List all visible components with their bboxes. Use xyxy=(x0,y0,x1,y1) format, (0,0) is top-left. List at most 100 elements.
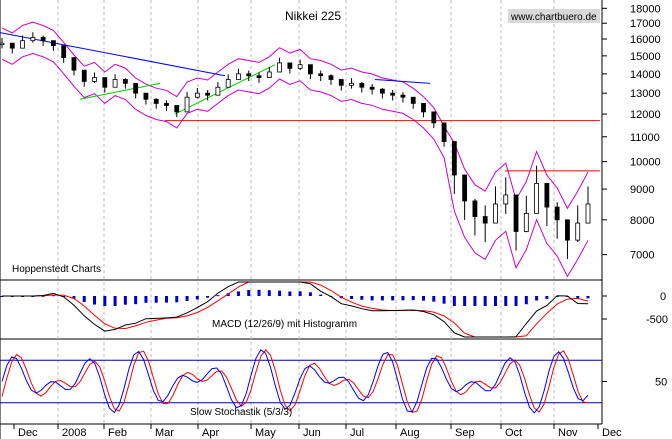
price-candle xyxy=(194,92,200,98)
x-tick-label: Apr xyxy=(202,427,219,439)
macd-histogram-bar xyxy=(514,296,518,306)
macd-histogram-bar xyxy=(206,296,210,298)
price-candle xyxy=(565,219,570,241)
price-candle xyxy=(441,122,447,142)
price-candle xyxy=(277,62,282,73)
price-candle xyxy=(81,69,87,82)
price-candle xyxy=(40,37,46,42)
price-candle xyxy=(112,79,118,88)
macd-histogram-bar xyxy=(483,296,487,306)
macd-panel xyxy=(0,281,590,338)
macd-histogram-bar xyxy=(432,296,436,302)
x-tick-label: Nov xyxy=(558,427,578,439)
panel-frames xyxy=(0,0,603,439)
price-candle xyxy=(215,86,221,96)
price-candle xyxy=(585,203,591,224)
price-candle xyxy=(318,73,324,77)
chart-title: Nikkei 225 xyxy=(285,9,341,23)
macd-histogram-bar xyxy=(576,296,580,299)
price-candle xyxy=(184,96,190,113)
macd-histogram-bar xyxy=(247,290,251,296)
price-candle xyxy=(523,212,529,232)
price-candle xyxy=(503,194,509,205)
macd-histogram-bar xyxy=(411,296,415,301)
price-candle xyxy=(451,141,457,176)
macd-label: MACD (12/26/9) mit Histogramm xyxy=(212,319,357,330)
macd-histogram-bar xyxy=(236,291,240,296)
price-candle xyxy=(297,64,303,69)
price-candle xyxy=(369,86,375,90)
price-candle xyxy=(246,73,252,77)
stochastic-k-line xyxy=(1,349,589,414)
macd-histogram-bar xyxy=(195,296,199,300)
green-trend-line xyxy=(174,64,276,115)
upper-band-line xyxy=(1,21,589,210)
y-tick-label: 12000 xyxy=(630,109,661,121)
macd-histogram-bar xyxy=(134,296,138,305)
macd-histogram-bar xyxy=(113,296,117,306)
macd-histogram-bar xyxy=(298,291,302,296)
macd-histogram-bar xyxy=(103,296,107,306)
stochastic-d-line xyxy=(1,349,589,413)
x-tick-label: Dec xyxy=(602,427,622,439)
green-trend-line xyxy=(79,82,161,100)
source-label: www.chartbuero.de xyxy=(510,12,597,23)
price-candle xyxy=(51,40,56,47)
x-tick-label: Dec xyxy=(18,427,38,439)
x-axis-ticks: Dec 2008 Feb Mar Apr May Jun Jul Aug Sep Oct Nov Dec xyxy=(13,424,622,439)
macd-histogram-bar xyxy=(185,296,189,302)
macd-histogram-bar xyxy=(41,295,45,297)
price-candle xyxy=(328,75,334,80)
y-tick-label: 50 xyxy=(655,377,667,389)
y-tick-label: 0 xyxy=(660,291,666,303)
price-candle xyxy=(482,216,488,224)
price-candle xyxy=(133,82,139,94)
y-tick-label: 16000 xyxy=(630,34,661,46)
price-candle xyxy=(421,103,426,113)
price-candle xyxy=(338,79,344,86)
price-candle xyxy=(0,42,5,46)
month-gridlines xyxy=(57,0,555,424)
price-candle xyxy=(462,174,468,202)
x-tick-label: 2008 xyxy=(62,427,86,439)
x-tick-label: Mar xyxy=(155,427,174,439)
price-candle xyxy=(554,206,560,221)
macd-histogram-bar xyxy=(493,296,497,306)
price-candle xyxy=(164,103,169,106)
lower-band-line xyxy=(1,52,589,278)
price-candle xyxy=(174,105,180,113)
macd-histogram-bar xyxy=(72,296,76,299)
price-candle xyxy=(308,64,313,75)
price-candle xyxy=(379,88,385,94)
y-tick-label: 10000 xyxy=(630,157,661,169)
macd-histogram-bar xyxy=(370,296,374,301)
macd-histogram-bar xyxy=(257,289,261,296)
macd-histogram-bar xyxy=(350,296,354,299)
price-candle xyxy=(575,222,581,241)
y-tick-label: -500 xyxy=(646,314,668,326)
macd-histogram-bar xyxy=(226,293,230,296)
macd-histogram-bar xyxy=(31,296,35,297)
price-candle xyxy=(287,62,293,69)
credit-label: Hoppenstedt Charts xyxy=(12,264,101,275)
macd-histogram-bar xyxy=(473,296,477,306)
x-tick-label: May xyxy=(255,427,276,439)
y-tick-label: 7000 xyxy=(630,250,654,262)
price-candle xyxy=(71,57,77,71)
stochastic-panel xyxy=(0,349,602,414)
y-tick-label: 14000 xyxy=(630,69,661,81)
macd-histogram-bar xyxy=(164,296,168,303)
price-candle xyxy=(493,203,498,224)
price-candle xyxy=(472,200,478,217)
macd-histogram-bar xyxy=(144,296,148,303)
price-candle xyxy=(266,71,272,79)
price-candle xyxy=(122,79,128,84)
macd-histogram-bar xyxy=(123,296,127,305)
price-candle xyxy=(20,40,25,49)
y-tick-label: 13000 xyxy=(630,88,661,100)
y-tick-label: 8000 xyxy=(630,215,654,227)
price-candle xyxy=(236,73,241,80)
price-candle xyxy=(92,77,97,82)
macd-histogram-bar xyxy=(524,296,528,305)
y-tick-label: 18000 xyxy=(630,3,661,15)
